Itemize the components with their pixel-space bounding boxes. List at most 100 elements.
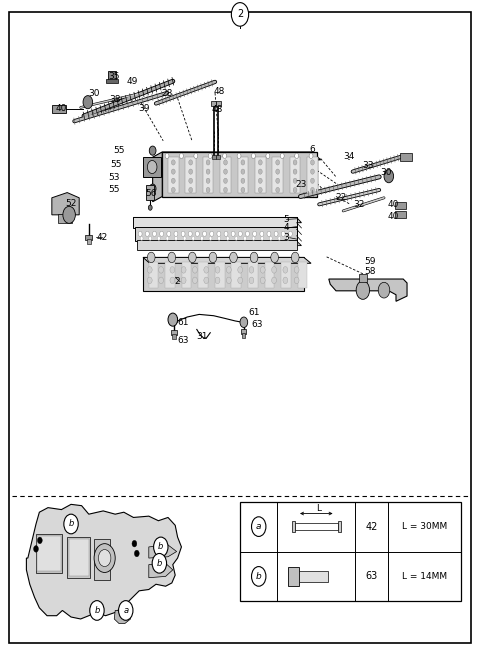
- Circle shape: [227, 267, 231, 273]
- Circle shape: [276, 169, 279, 174]
- Circle shape: [235, 236, 238, 240]
- Circle shape: [252, 153, 255, 159]
- Circle shape: [149, 158, 156, 167]
- Circle shape: [189, 252, 196, 263]
- Circle shape: [384, 170, 394, 183]
- Bar: [290, 157, 300, 193]
- Circle shape: [149, 236, 152, 240]
- Circle shape: [267, 231, 271, 236]
- Circle shape: [241, 169, 245, 174]
- Bar: [338, 521, 341, 532]
- Circle shape: [250, 252, 258, 263]
- Bar: [169, 317, 177, 322]
- Circle shape: [240, 317, 248, 328]
- Circle shape: [293, 160, 297, 165]
- Circle shape: [83, 96, 93, 109]
- Circle shape: [206, 169, 210, 174]
- Circle shape: [192, 267, 197, 273]
- Circle shape: [260, 231, 264, 236]
- Circle shape: [224, 187, 228, 193]
- Text: 23: 23: [296, 180, 307, 189]
- Circle shape: [280, 153, 284, 159]
- Circle shape: [249, 267, 254, 273]
- Circle shape: [90, 601, 104, 620]
- Circle shape: [147, 160, 157, 174]
- Text: 61: 61: [178, 318, 189, 327]
- Circle shape: [153, 231, 156, 236]
- Circle shape: [241, 178, 245, 183]
- Text: 42: 42: [96, 233, 108, 242]
- Circle shape: [241, 160, 245, 165]
- Text: 31: 31: [196, 331, 207, 341]
- Bar: [307, 157, 318, 193]
- Bar: [220, 157, 231, 193]
- Circle shape: [206, 160, 210, 165]
- Bar: [216, 101, 221, 106]
- Circle shape: [189, 187, 192, 193]
- Bar: [242, 333, 245, 338]
- Text: 58: 58: [364, 267, 375, 276]
- Circle shape: [311, 160, 314, 165]
- Bar: [238, 157, 248, 193]
- Circle shape: [189, 178, 192, 183]
- Circle shape: [237, 153, 241, 159]
- Circle shape: [215, 277, 220, 284]
- Bar: [359, 274, 367, 282]
- Circle shape: [223, 153, 227, 159]
- Bar: [143, 257, 304, 291]
- Circle shape: [154, 537, 168, 557]
- Text: 28: 28: [161, 88, 173, 98]
- Bar: [212, 155, 216, 159]
- Text: 39: 39: [138, 104, 150, 113]
- Bar: [272, 157, 283, 193]
- Circle shape: [170, 277, 175, 284]
- Polygon shape: [143, 257, 311, 263]
- Circle shape: [203, 231, 206, 236]
- Text: 61: 61: [249, 308, 260, 317]
- Circle shape: [204, 267, 209, 273]
- Circle shape: [174, 231, 178, 236]
- Circle shape: [260, 267, 265, 273]
- Text: 55: 55: [108, 185, 120, 195]
- Circle shape: [272, 277, 276, 284]
- Circle shape: [119, 601, 133, 620]
- Bar: [185, 157, 196, 193]
- Circle shape: [246, 231, 250, 236]
- Circle shape: [94, 544, 115, 572]
- Circle shape: [171, 178, 175, 183]
- Circle shape: [171, 187, 175, 193]
- Bar: [37, 536, 61, 571]
- Circle shape: [147, 252, 155, 263]
- Bar: [395, 202, 406, 209]
- Circle shape: [37, 537, 42, 544]
- Bar: [400, 153, 412, 161]
- Circle shape: [224, 231, 228, 236]
- Bar: [240, 502, 461, 601]
- Text: 52: 52: [65, 198, 77, 208]
- Circle shape: [189, 169, 192, 174]
- Circle shape: [243, 236, 246, 240]
- Text: b: b: [156, 559, 162, 568]
- Text: L = 30MM: L = 30MM: [402, 522, 447, 531]
- Circle shape: [149, 146, 156, 155]
- Circle shape: [204, 277, 209, 284]
- Bar: [106, 79, 118, 83]
- Circle shape: [287, 236, 289, 240]
- Circle shape: [195, 231, 199, 236]
- Text: 22: 22: [335, 193, 347, 202]
- Circle shape: [231, 3, 249, 26]
- Bar: [211, 101, 216, 106]
- Bar: [165, 262, 175, 288]
- Circle shape: [293, 187, 297, 193]
- Bar: [198, 262, 208, 288]
- Text: 5: 5: [283, 215, 289, 224]
- Text: L = 14MM: L = 14MM: [402, 572, 447, 581]
- Circle shape: [168, 252, 176, 263]
- Bar: [281, 262, 291, 288]
- Bar: [133, 217, 297, 228]
- Circle shape: [181, 231, 185, 236]
- Circle shape: [261, 236, 264, 240]
- Text: 40: 40: [56, 104, 67, 113]
- Circle shape: [148, 205, 152, 210]
- Text: 2: 2: [237, 9, 243, 20]
